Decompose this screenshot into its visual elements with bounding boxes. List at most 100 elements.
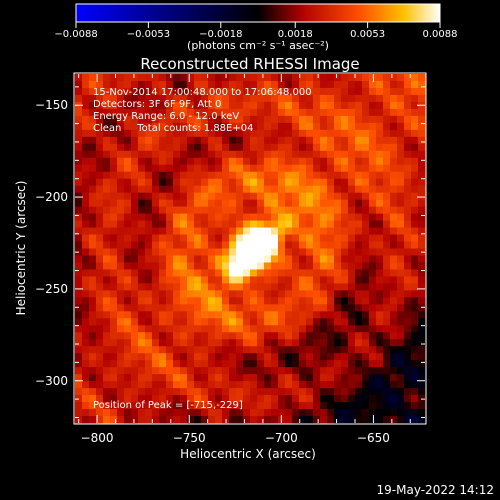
heatmap-cell <box>201 276 209 284</box>
heatmap-cell <box>369 220 377 229</box>
heatmap-cell <box>124 283 132 291</box>
heatmap-cell <box>278 297 286 305</box>
heatmap-cell <box>187 213 195 222</box>
heatmap-cell <box>264 276 272 284</box>
heatmap-cell <box>355 115 363 124</box>
heatmap-cell <box>75 234 83 243</box>
heatmap-cell <box>285 136 293 145</box>
heatmap-cell <box>383 297 391 305</box>
heatmap-cell <box>404 192 412 201</box>
heatmap-cell <box>299 304 307 312</box>
heatmap-cell <box>236 241 244 250</box>
heatmap-cell <box>341 332 349 340</box>
heatmap-cell <box>201 87 209 96</box>
heatmap-cell <box>229 87 237 96</box>
heatmap-cell <box>180 360 188 368</box>
heatmap-cell <box>180 143 188 152</box>
heatmap-cell <box>208 283 216 291</box>
heatmap-cell <box>362 269 370 278</box>
heatmap-cell <box>334 346 342 354</box>
heatmap-cell <box>222 276 230 284</box>
heatmap-cell <box>145 374 153 382</box>
heatmap-cell <box>138 269 146 278</box>
heatmap-cell <box>96 185 104 194</box>
heatmap-cell <box>208 248 216 257</box>
heatmap-cell <box>180 395 188 403</box>
heatmap-cell <box>278 409 286 417</box>
heatmap-cell <box>292 402 300 410</box>
heatmap-cell <box>292 150 300 159</box>
heatmap-cell <box>215 122 223 131</box>
heatmap-cell <box>362 122 370 131</box>
heatmap-cell <box>159 206 167 215</box>
heatmap-cell <box>152 318 160 326</box>
heatmap-cell <box>390 339 398 347</box>
heatmap-cell <box>82 150 90 159</box>
heatmap-cell <box>292 297 300 305</box>
heatmap-cell <box>124 248 132 257</box>
heatmap-cell <box>187 241 195 250</box>
heatmap-cell <box>159 269 167 278</box>
heatmap-cell <box>306 227 314 236</box>
heatmap-cell <box>390 150 398 159</box>
heatmap-cell <box>376 171 384 180</box>
heatmap-cell <box>117 416 125 424</box>
heatmap-cell <box>285 276 293 284</box>
heatmap-cell <box>124 157 132 166</box>
heatmap-cell <box>264 255 272 264</box>
heatmap-cell <box>404 94 412 103</box>
heatmap-cell <box>334 164 342 173</box>
heatmap-cell <box>390 374 398 382</box>
heatmap-cell <box>334 178 342 187</box>
heatmap-cell <box>271 220 279 229</box>
heatmap-cell <box>411 255 419 264</box>
axis-ticks: −800 −750 −700 −650−150−200−250−300 <box>35 74 425 445</box>
heatmap-cell <box>348 304 356 312</box>
heatmap-cell <box>418 346 426 354</box>
heatmap-cell <box>397 332 405 340</box>
heatmap-cell <box>82 360 90 368</box>
heatmap-cell <box>313 220 321 229</box>
heatmap-cell <box>334 318 342 326</box>
heatmap-cell <box>250 108 258 117</box>
heatmap-cell <box>222 374 230 382</box>
heatmap-cell <box>376 409 384 417</box>
heatmap-cell <box>292 395 300 403</box>
heatmap-cell <box>145 101 153 110</box>
heatmap-cell <box>355 388 363 396</box>
heatmap-cell <box>166 367 174 375</box>
heatmap-cell <box>313 87 321 96</box>
heatmap-cell <box>334 248 342 257</box>
heatmap-cell <box>124 241 132 250</box>
heatmap-cell <box>334 115 342 124</box>
heatmap-cell <box>306 108 314 117</box>
heatmap-cell <box>327 108 335 117</box>
heatmap-cell <box>397 416 405 424</box>
heatmap-cell <box>383 276 391 284</box>
heatmap-cell <box>82 409 90 417</box>
heatmap-cell <box>348 374 356 382</box>
heatmap-cell <box>306 381 314 389</box>
heatmap-cell <box>320 143 328 152</box>
heatmap-cell <box>229 129 237 138</box>
heatmap-cell <box>138 381 146 389</box>
heatmap-cell <box>313 311 321 319</box>
heatmap-cell <box>145 185 153 194</box>
heatmap-cell <box>201 227 209 236</box>
heatmap-cell <box>292 409 300 417</box>
heatmap-cell <box>257 87 265 96</box>
heatmap-cell <box>299 346 307 354</box>
heatmap-cell <box>236 101 244 110</box>
heatmap-cell <box>236 164 244 173</box>
heatmap-cell <box>75 318 83 326</box>
heatmap-cell <box>138 325 146 333</box>
heatmap-cell <box>194 297 202 305</box>
heatmap-cell <box>222 283 230 291</box>
heatmap-cell <box>320 304 328 312</box>
heatmap-cell <box>173 122 181 131</box>
heatmap-cell <box>82 213 90 222</box>
heatmap-cell <box>222 122 230 131</box>
heatmap-cell <box>96 192 104 201</box>
heatmap-cell <box>222 213 230 222</box>
heatmap-cell <box>236 199 244 208</box>
